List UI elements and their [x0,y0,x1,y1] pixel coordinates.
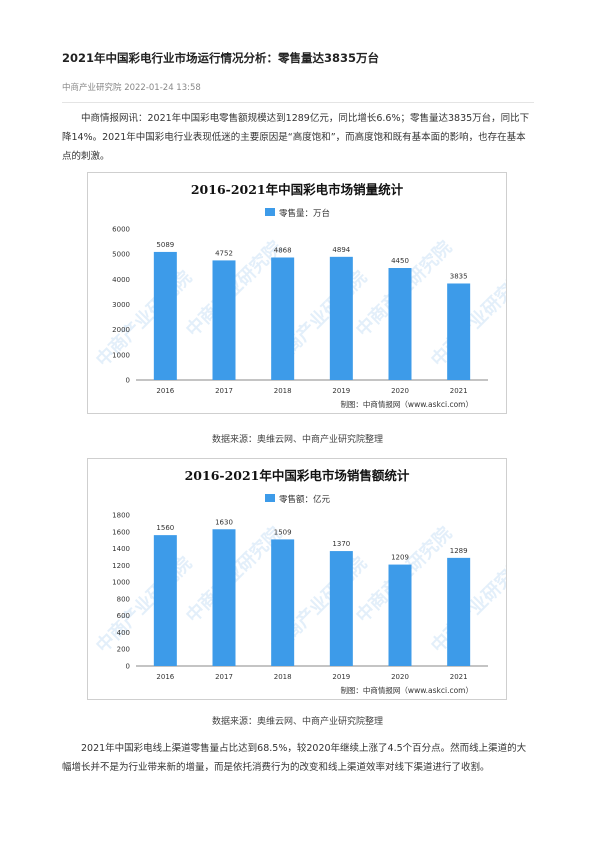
bar [153,251,177,380]
x-tick-label: 2020 [391,673,409,681]
data-label: 1289 [450,547,468,555]
y-tick-label: 200 [117,646,130,654]
divider [62,102,534,103]
data-label: 4752 [215,249,233,257]
legend-swatch [265,494,275,502]
intro-paragraph: 中商情报网讯：2021年中国彩电零售额规模达到1289亿元，同比增长6.6%；零… [62,113,530,162]
sales-volume-chart: 中商产业研究院中商产业研究院中商产业研究院中商产业研究院中商产业研究院2016-… [87,172,507,414]
x-tick-label: 2019 [332,387,350,395]
y-tick-label: 6000 [112,226,130,234]
data-label: 1370 [332,540,350,548]
y-tick-label: 1400 [112,545,130,553]
closing-paragraph: 2021年中国彩电线上渠道零售量占比达到68.5%，较2020年继续上涨了4.5… [62,743,527,773]
watermark-1-0: 中商产业研究院 [91,552,196,657]
y-tick-label: 4000 [112,276,130,284]
bar [447,557,471,666]
data-label: 1209 [391,554,409,562]
y-tick-label: 3000 [112,301,130,309]
chart-title: 2016-2021年中国彩电市场销量统计 [191,182,404,197]
sales-revenue-chart: 中商产业研究院中商产业研究院中商产业研究院中商产业研究院中商产业研究院2016-… [87,458,507,700]
y-tick-label: 800 [117,595,130,603]
y-tick-label: 1000 [112,579,130,587]
x-tick-label: 2016 [156,673,174,681]
x-tick-label: 2017 [215,673,233,681]
y-tick-label: 1200 [112,562,130,570]
data-label: 4894 [332,246,350,254]
legend-label: 零售额：亿元 [279,494,331,505]
chart-credit: 制图：中商情报网（www.askci.com） [340,685,473,695]
article-title: 2021年中国彩电行业市场运行情况分析：零售量达3835万台 [62,51,380,65]
legend-label: 零售量：万台 [279,208,330,219]
sales-revenue-chart-svg: 中商产业研究院中商产业研究院中商产业研究院中商产业研究院中商产业研究院2016-… [91,468,506,695]
y-tick-label: 0 [126,663,130,671]
x-tick-label: 2017 [215,387,233,395]
bar [153,535,177,666]
x-tick-label: 2021 [450,387,468,395]
watermark-0-0: 中商产业研究院 [91,266,196,371]
y-tick-label: 600 [117,612,130,620]
bar [388,564,412,666]
bar [388,268,412,380]
x-tick-label: 2018 [274,673,292,681]
x-tick-label: 2018 [274,387,292,395]
data-label: 5089 [156,241,174,249]
data-label: 1509 [274,528,292,536]
bar [329,551,353,666]
y-tick-label: 1800 [112,512,130,520]
data-label: 3835 [450,272,468,280]
x-tick-label: 2020 [391,387,409,395]
chart-title: 2016-2021年中国彩电市场销售额统计 [185,468,410,483]
source-note-2: 数据来源：奥维云网、中商产业研究院整理 [211,717,383,727]
x-tick-label: 2019 [332,673,350,681]
y-tick-label: 1600 [112,528,130,536]
source-note-1: 数据来源：奥维云网、中商产业研究院整理 [211,435,383,445]
data-label: 1560 [156,524,174,532]
y-tick-label: 0 [126,377,130,385]
y-tick-label: 5000 [112,251,130,259]
bar [212,529,236,666]
bar [271,257,295,380]
data-label: 1630 [215,518,233,526]
bar [212,260,236,380]
y-tick-label: 1000 [112,351,130,359]
article: 2021年中国彩电行业市场运行情况分析：零售量达3835万台 中商产业研究院 2… [62,50,534,166]
article-meta: 中商产业研究院 2022-01-24 13:58 [62,83,201,93]
x-tick-label: 2021 [450,673,468,681]
chart-credit: 制图：中商情报网（www.askci.com） [340,399,473,409]
sales-volume-chart-svg: 中商产业研究院中商产业研究院中商产业研究院中商产业研究院中商产业研究院2016-… [91,182,506,409]
bar [329,256,353,380]
data-label: 4450 [391,257,409,265]
y-tick-label: 2000 [112,326,130,334]
data-label: 4868 [274,246,292,254]
bar [447,283,471,380]
y-tick-label: 400 [117,629,130,637]
x-tick-label: 2016 [156,387,174,395]
bar [271,539,295,666]
legend-swatch [265,208,275,216]
